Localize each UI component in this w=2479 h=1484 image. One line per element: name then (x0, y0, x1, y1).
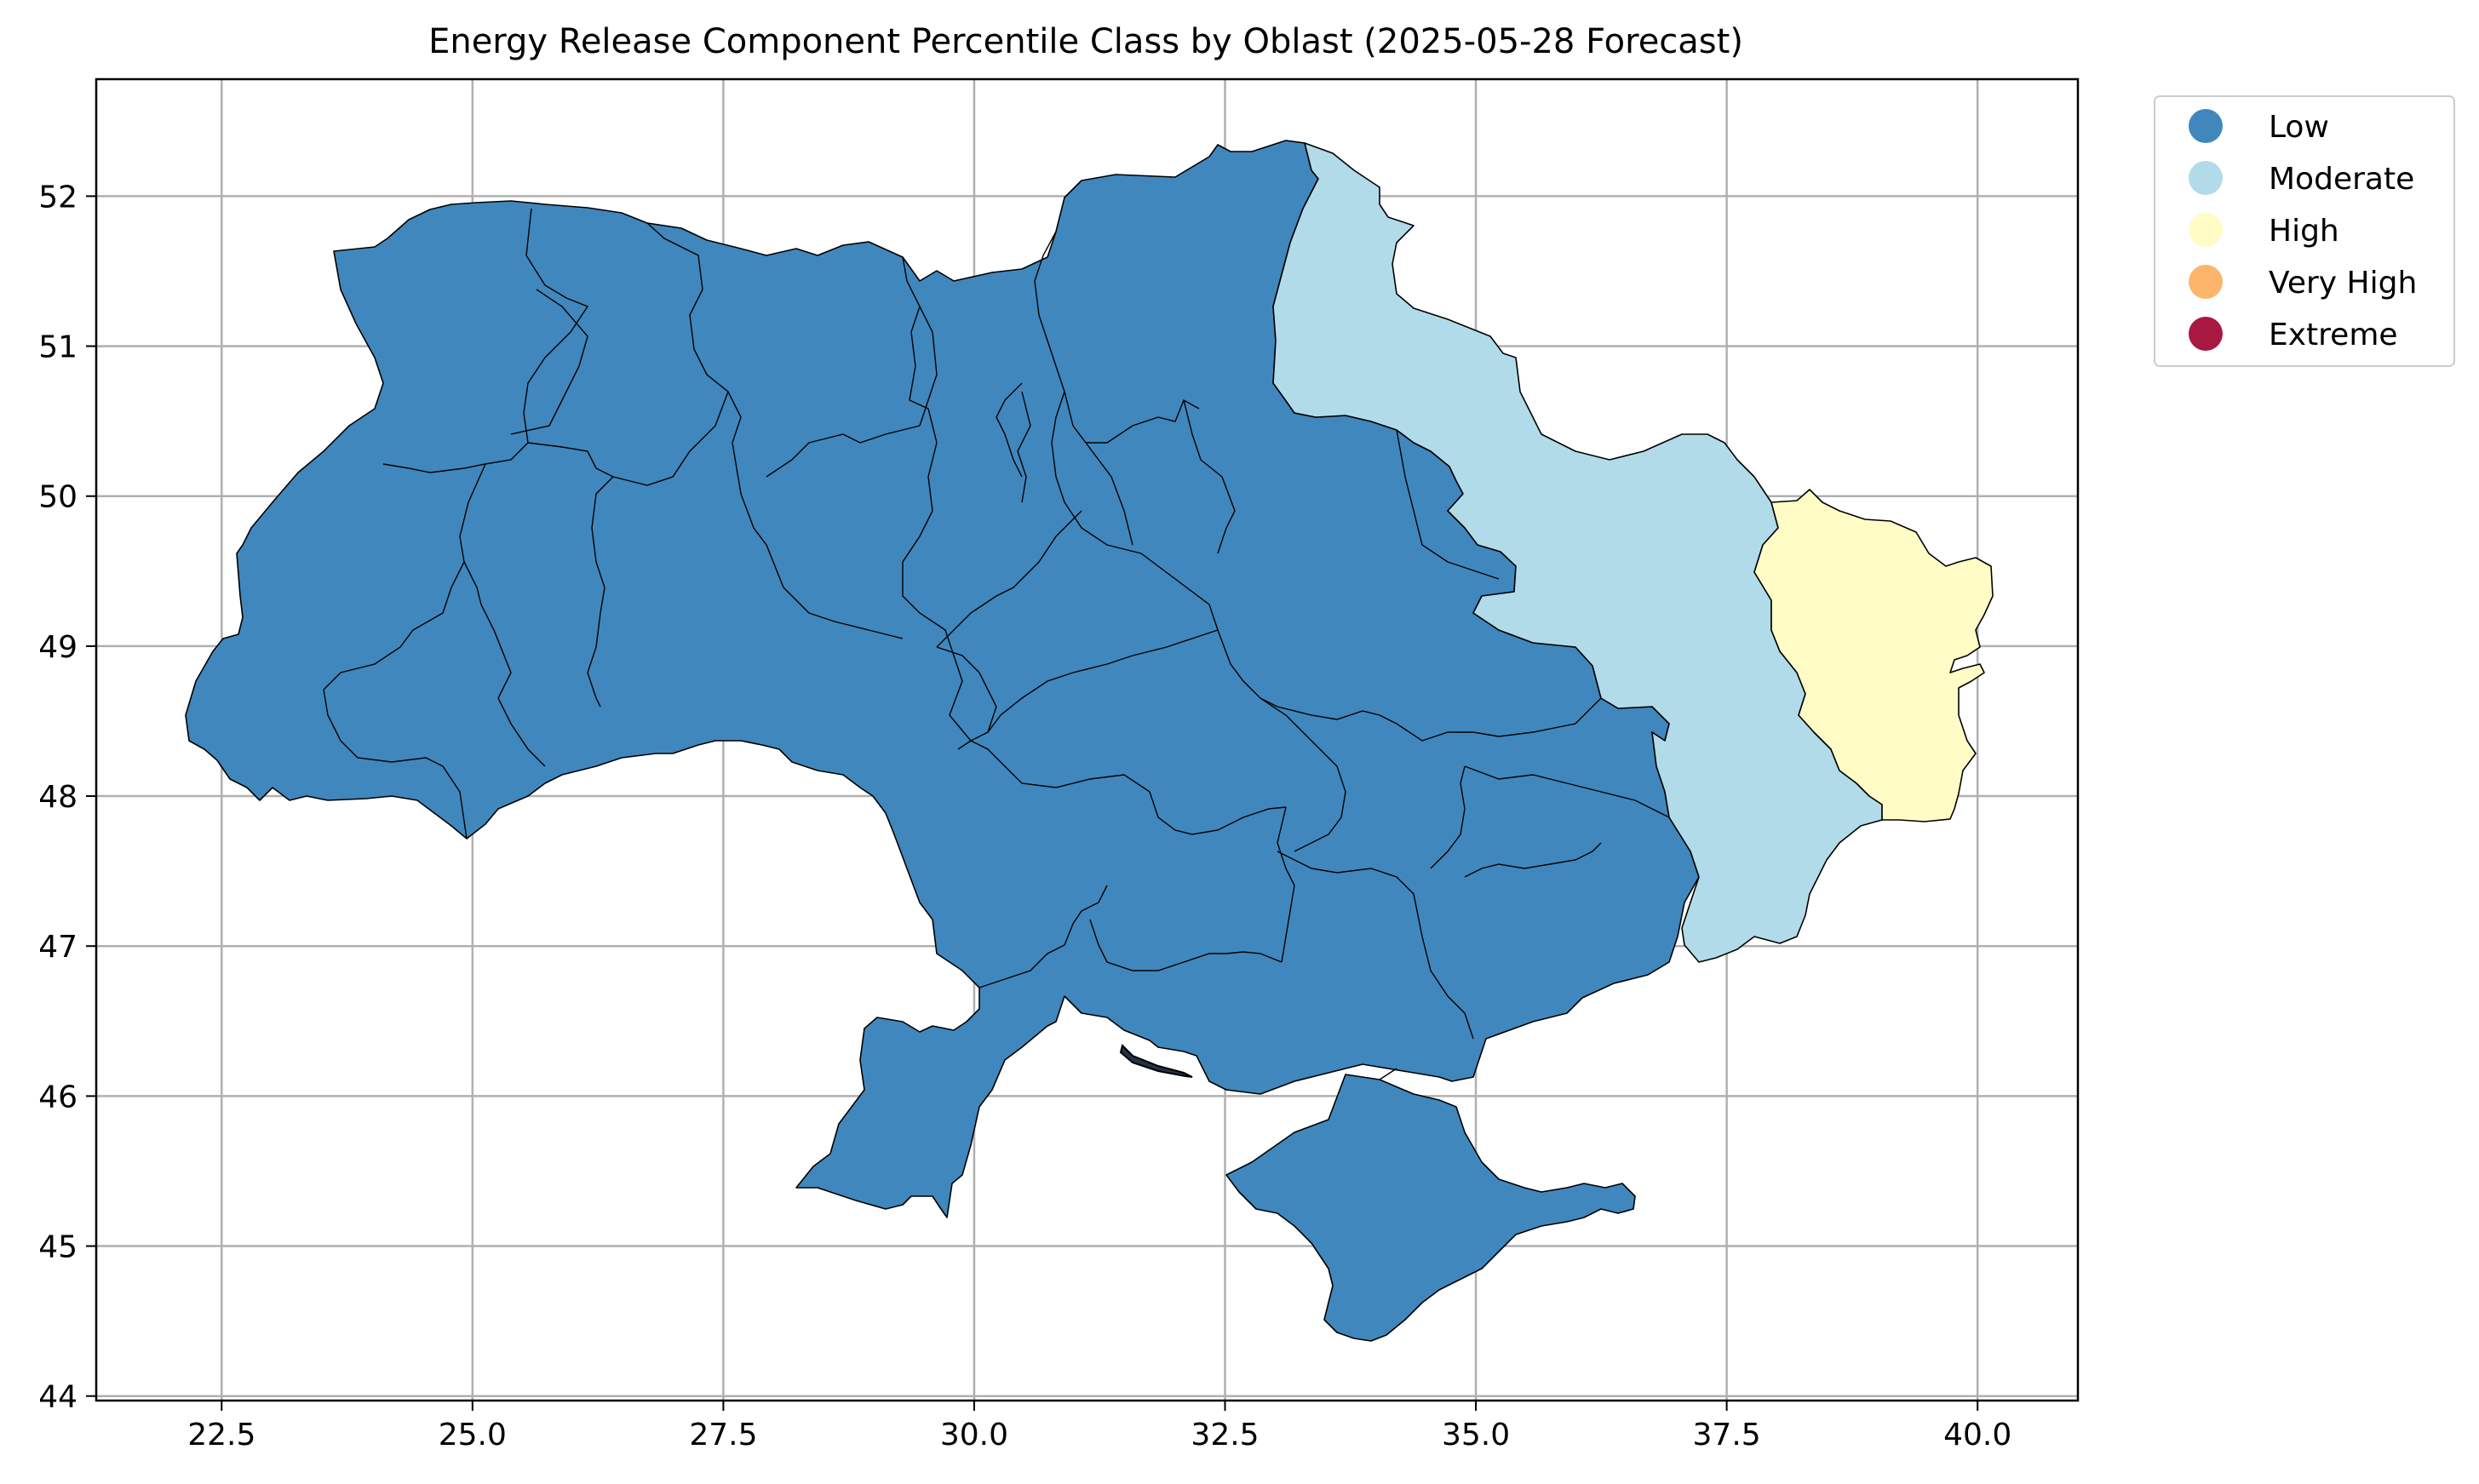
legend-marker (2189, 213, 2223, 247)
region-low-mainland (185, 140, 1700, 1218)
x-tick-label: 40.0 (1943, 1418, 2011, 1452)
y-tick-label: 48 (38, 780, 77, 815)
y-axis-ticks: 44 45 46 47 48 49 50 51 52 (38, 180, 96, 1415)
x-tick-label: 32.5 (1191, 1418, 1259, 1452)
legend-label: High (2269, 214, 2339, 249)
legend-label: Low (2269, 110, 2329, 145)
plot-frame (95, 77, 2080, 1402)
x-tick-label: 30.0 (940, 1418, 1008, 1452)
region-high (1753, 489, 1994, 822)
y-tick-label: 50 (38, 480, 77, 515)
region-low-crimea (1225, 1074, 1636, 1342)
y-tick-label: 51 (38, 330, 77, 365)
x-tick-label: 25.0 (439, 1418, 507, 1452)
x-tick-label: 22.5 (187, 1418, 255, 1452)
x-tick-label: 27.5 (689, 1418, 757, 1452)
legend-marker (2189, 317, 2223, 351)
legend-marker (2189, 109, 2223, 143)
legend-marker (2189, 161, 2223, 195)
legend: Low Moderate High Very High Extreme (2154, 95, 2455, 367)
y-tick-label: 49 (38, 630, 77, 665)
y-tick-label: 46 (38, 1080, 77, 1114)
axes (95, 77, 2080, 1402)
legend-label: Moderate (2269, 162, 2414, 197)
oblast-borders (323, 208, 1670, 1080)
ukraine-oblast-map (185, 140, 1994, 1342)
x-tick-label: 37.5 (1693, 1418, 1761, 1452)
y-tick-label: 47 (38, 930, 77, 965)
y-tick-label: 52 (38, 180, 77, 215)
x-tick-label: 35.0 (1442, 1418, 1510, 1452)
y-tick-label: 44 (38, 1380, 77, 1415)
region-moderate (1272, 142, 1883, 963)
legend-label: Very High (2269, 266, 2417, 301)
legend-marker (2189, 265, 2223, 299)
region-low-spit (1119, 1044, 1193, 1078)
chart-title: Energy Release Component Percentile Clas… (428, 22, 1743, 61)
legend-label: Extreme (2269, 318, 2398, 352)
x-axis-ticks: 22.5 25.0 27.5 30.0 32.5 35.0 37.5 40.0 (187, 1401, 2011, 1452)
legend-frame (2154, 95, 2455, 367)
y-tick-label: 45 (38, 1230, 77, 1265)
